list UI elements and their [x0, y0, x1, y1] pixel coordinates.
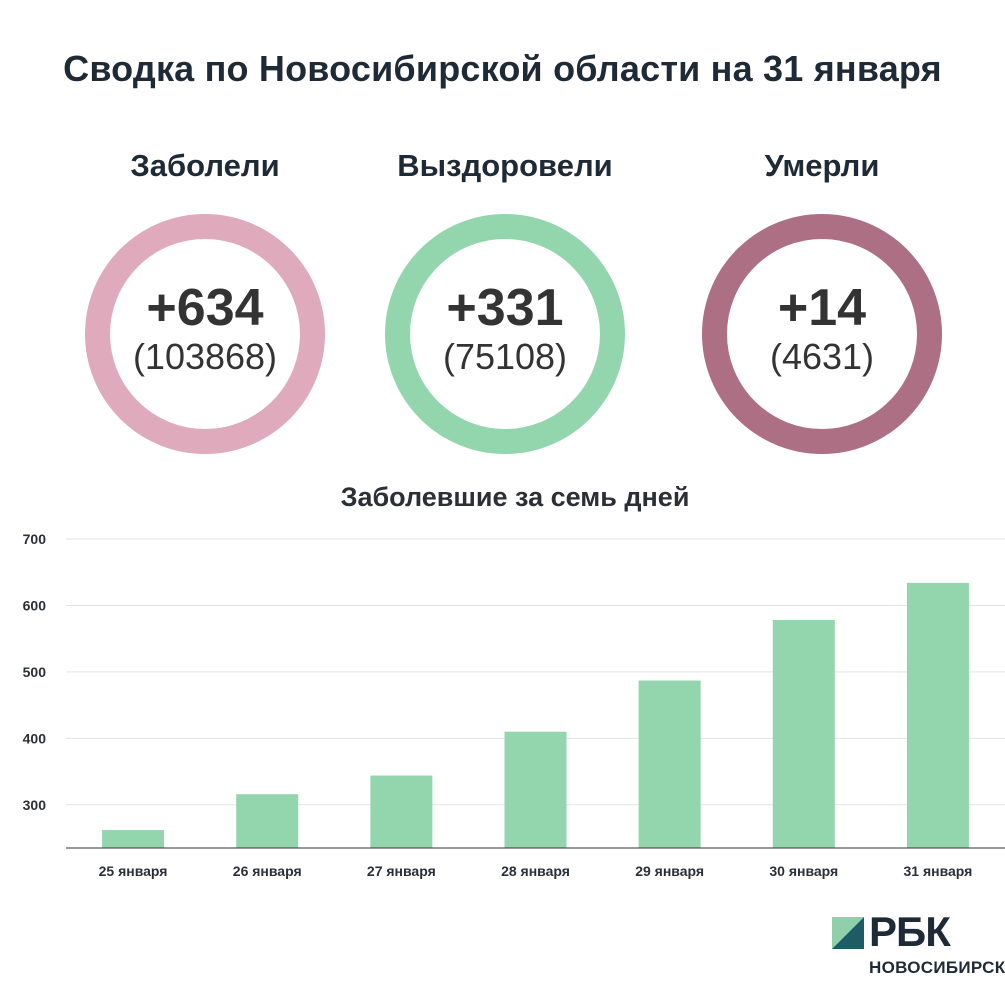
chart-title: Заболевшие за семь дней	[340, 482, 690, 512]
stat-total: (103868)	[132, 336, 278, 377]
x-tick-label: 27 января	[367, 863, 436, 879]
y-tick-label: 300	[23, 797, 47, 813]
bar	[236, 794, 299, 848]
bar	[102, 830, 165, 848]
stat-label: Умерли	[764, 148, 880, 183]
x-tick-label: 25 января	[99, 863, 168, 879]
page-title: Сводка по Новосибирской области на 31 ян…	[63, 48, 942, 89]
stat-infected: Заболели +634 (103868)	[55, 140, 355, 454]
x-tick-label: 29 января	[635, 863, 704, 879]
x-tick-label: 26 января	[233, 863, 302, 879]
y-tick-label: 400	[23, 730, 47, 746]
stat-total: (4631)	[769, 336, 875, 377]
y-tick-label: 600	[23, 597, 47, 613]
bar	[504, 731, 567, 848]
stat-label: Заболели	[130, 148, 280, 183]
x-tick-label: 30 января	[769, 863, 838, 879]
bar	[772, 620, 835, 848]
rbc-logo: РБК НОВОСИБИРСК	[832, 908, 1005, 984]
ring-recovered: +331 (75108)	[385, 214, 625, 454]
bar-chart: 300 400 500 600 700 25 января 26 января 27 янва…	[23, 531, 1005, 879]
y-tick-label: 500	[23, 664, 47, 680]
logo-subtitle: НОВОСИБИРСК	[869, 958, 1005, 977]
stat-deaths: Умерли +14 (4631)	[672, 140, 972, 454]
stat-delta: +14	[777, 279, 867, 337]
stat-label: Выздоровели	[397, 148, 613, 183]
stat-delta: +634	[146, 279, 264, 337]
logo-text: РБК	[869, 908, 951, 955]
logo-square-icon	[832, 917, 864, 949]
x-tick-label: 28 января	[501, 863, 570, 879]
y-tick-label: 700	[23, 531, 47, 547]
bar	[906, 582, 969, 848]
x-tick-label: 31 января	[904, 863, 973, 879]
bar	[638, 680, 701, 848]
ring-infected: +634 (103868)	[85, 214, 325, 454]
ring-deaths: +14 (4631)	[702, 214, 942, 454]
stat-recovered: Выздоровели +331 (75108)	[355, 140, 655, 454]
stat-delta: +331	[446, 279, 564, 337]
bar	[370, 775, 433, 848]
stat-total: (75108)	[442, 336, 568, 377]
